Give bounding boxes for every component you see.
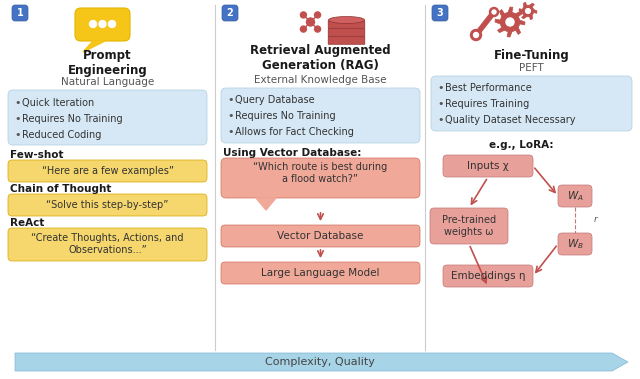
Text: Using Vector Database:: Using Vector Database: <box>223 148 362 158</box>
FancyBboxPatch shape <box>221 262 420 284</box>
Ellipse shape <box>328 17 365 23</box>
FancyBboxPatch shape <box>8 160 207 182</box>
Text: Complexity, Quality: Complexity, Quality <box>265 357 375 367</box>
Circle shape <box>90 20 97 28</box>
Text: •: • <box>228 111 234 121</box>
Text: •: • <box>438 83 444 93</box>
FancyBboxPatch shape <box>221 158 420 198</box>
Circle shape <box>109 20 115 28</box>
Text: Prompt
Engineering: Prompt Engineering <box>68 49 147 77</box>
Text: r: r <box>594 216 598 224</box>
Text: “Which route is best during
a flood watch?”: “Which route is best during a flood watc… <box>253 162 388 184</box>
Text: $W_A$: $W_A$ <box>566 189 584 203</box>
Text: Allows for Fact Checking: Allows for Fact Checking <box>235 127 354 137</box>
FancyBboxPatch shape <box>328 29 365 36</box>
Circle shape <box>525 9 531 13</box>
Text: “Solve this step-by-step”: “Solve this step-by-step” <box>46 200 169 210</box>
Text: Chain of Thought: Chain of Thought <box>10 184 111 194</box>
Text: 1: 1 <box>17 8 24 18</box>
Text: •: • <box>15 114 21 124</box>
Text: Quick Iteration: Quick Iteration <box>22 98 94 108</box>
Text: Reduced Coding: Reduced Coding <box>22 130 101 140</box>
FancyBboxPatch shape <box>8 194 207 216</box>
FancyBboxPatch shape <box>221 88 420 143</box>
Text: Requires No Training: Requires No Training <box>235 111 335 121</box>
Circle shape <box>490 8 499 17</box>
Text: Query Database: Query Database <box>235 95 315 105</box>
FancyBboxPatch shape <box>8 90 207 145</box>
FancyBboxPatch shape <box>328 21 365 28</box>
Polygon shape <box>256 198 276 210</box>
Text: 3: 3 <box>436 8 444 18</box>
Text: “Create Thoughts, Actions, and
Observations...”: “Create Thoughts, Actions, and Observati… <box>31 233 184 255</box>
FancyBboxPatch shape <box>443 265 533 287</box>
Circle shape <box>307 18 314 26</box>
Text: •: • <box>438 99 444 109</box>
Text: Retrieval Augmented
Generation (RAG): Retrieval Augmented Generation (RAG) <box>250 44 391 72</box>
Circle shape <box>315 12 321 18</box>
FancyBboxPatch shape <box>222 5 238 21</box>
Text: Quality Dataset Necessary: Quality Dataset Necessary <box>445 115 575 125</box>
Text: Pre-trained: Pre-trained <box>442 215 496 225</box>
Circle shape <box>506 18 514 26</box>
Text: •: • <box>438 115 444 125</box>
Circle shape <box>492 10 496 14</box>
Text: Vector Database: Vector Database <box>277 231 364 241</box>
Text: $W_B$: $W_B$ <box>566 237 584 251</box>
FancyBboxPatch shape <box>558 185 592 207</box>
Text: e.g., LoRA:: e.g., LoRA: <box>489 140 554 150</box>
Circle shape <box>315 26 321 32</box>
Circle shape <box>99 20 106 28</box>
Polygon shape <box>519 2 537 20</box>
Circle shape <box>300 12 307 18</box>
FancyBboxPatch shape <box>443 155 533 177</box>
Polygon shape <box>495 7 525 37</box>
Polygon shape <box>83 41 105 52</box>
FancyBboxPatch shape <box>8 228 207 261</box>
Text: weights ω: weights ω <box>444 227 493 237</box>
Text: Fine-Tuning: Fine-Tuning <box>493 49 570 61</box>
Text: Inputs χ: Inputs χ <box>467 161 509 171</box>
FancyBboxPatch shape <box>430 208 508 244</box>
Text: Large Language Model: Large Language Model <box>261 268 380 278</box>
Circle shape <box>300 26 307 32</box>
Text: •: • <box>228 95 234 105</box>
Text: Best Performance: Best Performance <box>445 83 532 93</box>
Text: •: • <box>228 127 234 137</box>
Text: PEFT: PEFT <box>519 63 544 73</box>
Circle shape <box>474 33 479 38</box>
Text: Requires Training: Requires Training <box>445 99 529 109</box>
FancyBboxPatch shape <box>432 5 448 21</box>
FancyBboxPatch shape <box>328 37 365 44</box>
Text: ReAct: ReAct <box>10 218 44 228</box>
Text: •: • <box>15 98 21 108</box>
FancyBboxPatch shape <box>75 8 130 41</box>
Text: Few-shot: Few-shot <box>10 150 63 160</box>
Text: External Knowledge Base: External Knowledge Base <box>254 75 387 85</box>
Text: Natural Language: Natural Language <box>61 77 154 87</box>
Text: “Here are a few examples”: “Here are a few examples” <box>42 166 173 176</box>
Polygon shape <box>15 353 628 371</box>
Text: •: • <box>15 130 21 140</box>
FancyBboxPatch shape <box>12 5 28 21</box>
FancyBboxPatch shape <box>221 225 420 247</box>
Circle shape <box>470 30 481 41</box>
Text: 2: 2 <box>227 8 234 18</box>
Text: Requires No Training: Requires No Training <box>22 114 123 124</box>
FancyBboxPatch shape <box>558 233 592 255</box>
Text: Embeddings η: Embeddings η <box>451 271 525 281</box>
FancyBboxPatch shape <box>431 76 632 131</box>
